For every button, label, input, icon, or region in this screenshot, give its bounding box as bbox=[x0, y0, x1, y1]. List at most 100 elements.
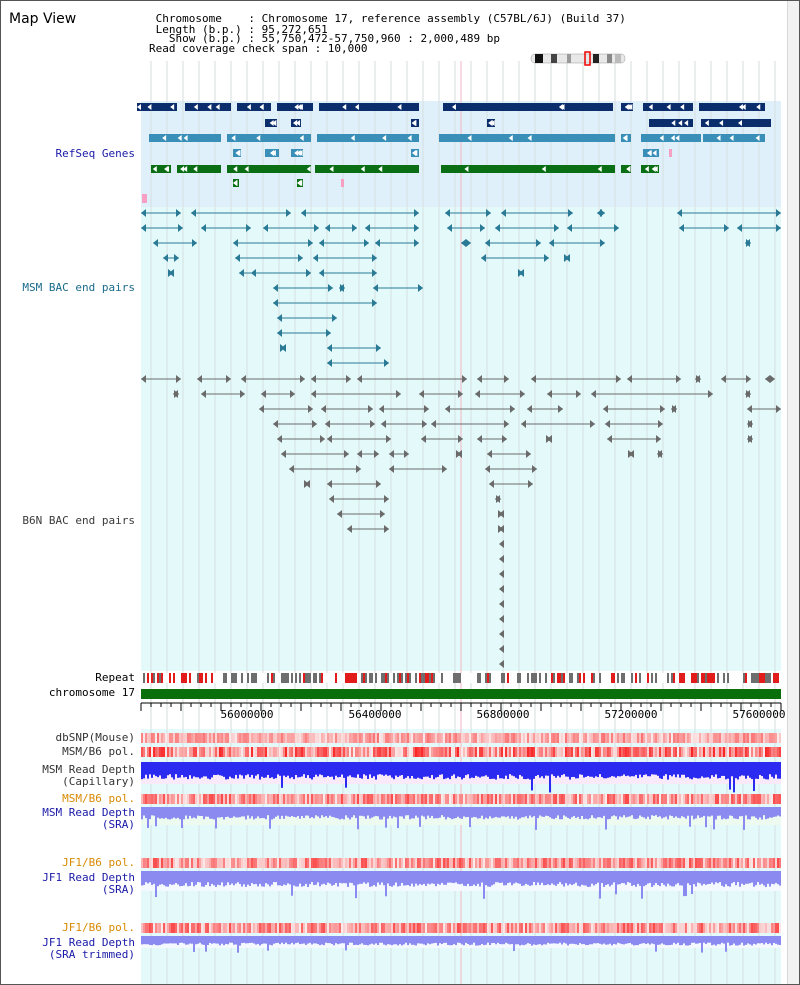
depth-bar bbox=[577, 871, 579, 886]
heat-cell bbox=[261, 923, 263, 933]
depth-bar bbox=[703, 871, 705, 884]
heat-cell bbox=[423, 794, 425, 804]
depth-bar bbox=[193, 762, 195, 777]
heat-cell bbox=[581, 733, 583, 743]
heat-cell bbox=[319, 747, 321, 757]
heat-cell bbox=[509, 733, 511, 743]
depth-bar bbox=[375, 936, 377, 944]
heat-cell bbox=[587, 794, 589, 804]
repeat-element bbox=[679, 673, 681, 683]
depth-bar bbox=[535, 807, 537, 830]
heat-cell bbox=[211, 794, 213, 804]
depth-bar bbox=[543, 807, 545, 817]
depth-bar bbox=[391, 871, 393, 887]
depth-bar bbox=[493, 936, 495, 944]
depth-bar bbox=[325, 871, 327, 885]
heat-cell bbox=[277, 794, 279, 804]
b6n-bac-pair-end bbox=[520, 390, 525, 398]
depth-bar bbox=[259, 807, 261, 819]
heat-cell bbox=[221, 747, 223, 757]
heat-cell bbox=[531, 858, 533, 868]
depth-bar bbox=[221, 762, 223, 776]
heat-cell bbox=[609, 858, 611, 868]
depth-bar bbox=[617, 762, 619, 777]
depth-bar bbox=[513, 807, 515, 819]
depth-bar bbox=[369, 762, 371, 775]
msm-bac-label[interactable]: MSM BAC end pairs bbox=[22, 281, 135, 294]
repeat-element bbox=[181, 673, 183, 683]
gene-arrow bbox=[215, 104, 220, 110]
repeat-element bbox=[561, 673, 563, 683]
heat-cell bbox=[565, 747, 567, 757]
heat-cell bbox=[303, 733, 305, 743]
heat-cell bbox=[761, 858, 763, 868]
repeat-element bbox=[253, 673, 255, 683]
heat-cell bbox=[471, 858, 473, 868]
depth-bar bbox=[729, 936, 731, 946]
heat-cell bbox=[615, 923, 617, 933]
gene-arrow bbox=[541, 166, 546, 172]
heat-cell bbox=[399, 858, 401, 868]
heat-cell bbox=[451, 733, 453, 743]
heat-cell bbox=[629, 747, 631, 757]
heat-cell bbox=[535, 747, 537, 757]
depth-bar bbox=[507, 807, 509, 817]
depth-bar bbox=[375, 807, 377, 816]
depth-bar bbox=[777, 871, 779, 885]
depth-bar bbox=[361, 871, 363, 884]
heat-cell bbox=[481, 858, 483, 868]
heat-cell bbox=[651, 747, 653, 757]
repeat-element bbox=[349, 673, 351, 683]
heat-cell bbox=[393, 747, 395, 757]
heat-cell bbox=[309, 858, 311, 868]
heat-cell bbox=[685, 794, 687, 804]
depth-bar bbox=[275, 871, 277, 883]
heat-cell bbox=[359, 794, 361, 804]
heat-cell bbox=[775, 858, 777, 868]
heat-cell bbox=[575, 923, 577, 933]
heat-cell bbox=[633, 733, 635, 743]
heat-cell bbox=[307, 747, 309, 757]
depth-bar bbox=[643, 936, 645, 944]
b6n-bac-label[interactable]: B6N BAC end pairs bbox=[22, 514, 135, 527]
depth-bar bbox=[309, 871, 311, 885]
heat-cell bbox=[141, 794, 143, 804]
depth-bar bbox=[327, 807, 329, 818]
heat-cell bbox=[553, 733, 555, 743]
heat-cell bbox=[539, 923, 541, 933]
depth-bar bbox=[329, 871, 331, 884]
depth-bar bbox=[707, 807, 709, 817]
depth-bar bbox=[771, 871, 773, 884]
refseq-genes-label[interactable]: RefSeq Genes bbox=[55, 147, 135, 160]
depth-bar bbox=[675, 871, 677, 885]
depth-bar bbox=[341, 936, 343, 944]
depth-bar bbox=[755, 871, 757, 886]
repeat-element bbox=[487, 673, 489, 683]
msm-bac-pair-end bbox=[308, 239, 313, 247]
depth-bar bbox=[553, 936, 555, 944]
heat-cell bbox=[627, 747, 629, 757]
heat-cell bbox=[167, 858, 169, 868]
heat-cell bbox=[701, 794, 703, 804]
heat-cell bbox=[589, 923, 591, 933]
repeat-element bbox=[457, 673, 459, 683]
heat-cell bbox=[435, 923, 437, 933]
heat-cell bbox=[419, 858, 421, 868]
depth-bar bbox=[451, 871, 453, 883]
heat-cell bbox=[269, 733, 271, 743]
depth-bar bbox=[685, 762, 687, 778]
vertical-scrollbar[interactable] bbox=[787, 1, 799, 984]
gene-block bbox=[317, 134, 419, 142]
heat-cell bbox=[625, 794, 627, 804]
gene-arrow bbox=[704, 120, 709, 126]
heat-cell bbox=[737, 733, 739, 743]
msm-bac-pair-end bbox=[141, 224, 146, 232]
heat-cell bbox=[253, 733, 255, 743]
heat-cell bbox=[343, 858, 345, 868]
depth-bar bbox=[191, 936, 193, 944]
heat-cell bbox=[183, 858, 185, 868]
heat-cell bbox=[765, 747, 767, 757]
depth-bar bbox=[643, 807, 645, 818]
depth-bar bbox=[657, 936, 659, 945]
